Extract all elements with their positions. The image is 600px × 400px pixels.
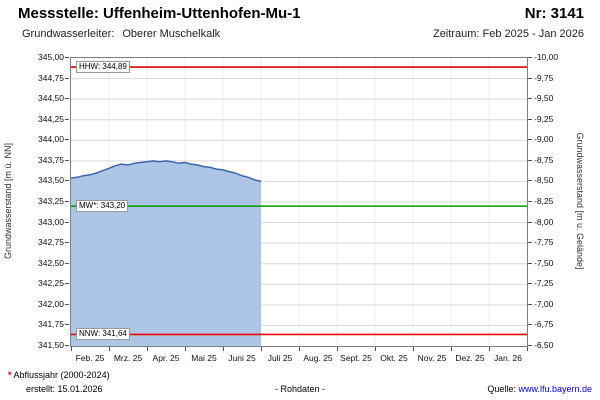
x-tick-label: Nov. 25 [417,353,447,363]
y-tick-mark-left [65,180,69,182]
source-link[interactable]: www.lfu.bayern.de [518,384,592,394]
y-tick-mark-right [528,57,532,58]
x-tick-mark [223,347,224,351]
y-tick-mark-left [65,242,69,244]
chart-plot: HHW: 344,89 MW*: 343,20 NNW: 341,64 [70,57,528,347]
reference-label-nnw: NNW: 341,64 [76,328,130,341]
x-tick-label: Okt. 25 [380,353,408,363]
y-tick-mark-right [528,262,532,264]
y-tick-mark-left [65,324,69,326]
y-tick-mark-right [528,201,532,202]
y-tick-mark-left [65,139,69,141]
y-tick-mark-left [65,221,69,223]
x-tick-label: Feb. 25 [75,353,105,363]
x-tick-label: Sept. 25 [340,353,372,363]
reference-label-mw: MW*: 343,20 [76,200,129,213]
y-tick-mark-left [65,159,69,161]
x-tick-label: Apr. 25 [152,353,180,363]
x-tick-mark [71,347,72,351]
y-tick-mark-left [65,262,69,264]
x-tick-label: Mrz. 25 [113,353,143,363]
y-tick-label-left: 344,25 [38,113,64,124]
rohdaten-label: - Rohdaten - [274,384,326,394]
x-tick-label: Aug. 25 [303,353,333,363]
x-tick-mark [109,347,110,351]
y-tick-mark-left [65,77,69,79]
y-tick-mark-right [528,345,532,346]
y-tick-mark-left [65,57,69,58]
x-tick-label: Dez. 25 [455,353,485,363]
y-tick-mark-left [65,201,69,202]
y-tick-mark-left [65,303,69,305]
y-tick-mark-right [528,221,532,223]
x-tick-mark [413,347,414,351]
y-tick-mark-right [528,324,532,326]
x-tick-mark [489,347,490,351]
y-tick-label-left: 344,00 [38,134,64,145]
source-label: Quelle: [487,384,519,394]
y-axis-title-left: Grundwasserstand [m ü. NN] [3,142,13,260]
series-area [71,160,261,346]
y-tick-label-left: 342,00 [38,298,64,309]
footnote-text: Abflussjahr (2000-2024) [11,370,110,380]
aquifer-label: Grundwasserleiter: [22,28,115,40]
page-title: Messstelle: Uffenheim-Uttenhofen-Mu-1 [18,5,301,22]
y-tick-label-left: 343,00 [38,216,64,227]
x-tick-mark [375,347,376,351]
x-tick-mark [185,347,186,351]
subheader: Grundwasserleiter: Oberer Muschelkalk Zei… [22,28,584,40]
y-axis-title-right: Grundwasserstand [m u. Gelände] [575,132,585,270]
aquifer-value: Oberer Muschelkalk [122,28,221,40]
y-tick-label-left: 343,50 [38,175,64,186]
y-tick-mark-right [528,303,532,305]
x-tick-mark [147,347,148,351]
x-tick-label: Mai 25 [191,353,217,363]
y-tick-mark-right [528,98,532,100]
header: Messstelle: Uffenheim-Uttenhofen-Mu-1 Nr… [18,5,584,22]
period-label: Zeitraum: Feb 2025 - Jan 2026 [432,28,584,40]
source-row: Quelle: www.lfu.bayern.de [487,384,592,394]
y-tick-mark-left [65,283,69,285]
y-tick-mark-right [528,77,532,79]
x-tick-label: Juli 25 [267,353,293,363]
reference-label-hhw: HHW: 344,89 [76,61,130,74]
y-tick-label-left: 342,25 [38,278,64,289]
y-tick-mark-right [528,242,532,244]
created-date: erstellt: 15.01.2026 [26,384,103,394]
y-tick-mark-left [65,98,69,100]
series-line [71,160,262,183]
footnote: * Abflussjahr (2000-2024) [8,370,110,380]
y-tick-label-left: 342,50 [38,257,64,268]
y-tick-label-left: 341,75 [38,319,64,330]
x-tick-label: Jan. 26 [494,353,522,363]
y-tick-mark-right [528,118,532,120]
x-tick-mark [527,347,528,351]
y-tick-label-left: 345,00 [38,52,64,62]
y-tick-label-left: 343,25 [38,196,64,206]
y-tick-label-left: 341,50 [38,340,64,350]
y-tick-label-left: 343,75 [38,154,64,165]
footnote-asterisk: * [8,370,12,380]
x-tick-label: Juni 25 [228,353,256,363]
y-tick-label-left: 344,50 [38,93,64,104]
y-tick-mark-right [528,139,532,141]
y-tick-mark-right [528,159,532,161]
x-tick-mark [337,347,338,351]
y-tick-label-left: 344,75 [38,72,64,83]
y-tick-mark-right [528,283,532,285]
y-tick-mark-right [528,180,532,182]
y-tick-mark-left [65,345,69,346]
aquifer-row: Grundwasserleiter: Oberer Muschelkalk [22,28,220,40]
chart-canvas [71,58,527,346]
y-tick-label-left: 342,75 [38,237,64,248]
y-tick-mark-left [65,118,69,120]
x-tick-mark [299,347,300,351]
x-tick-mark [451,347,452,351]
x-tick-mark [261,347,262,351]
station-number: Nr: 3141 [524,5,584,22]
